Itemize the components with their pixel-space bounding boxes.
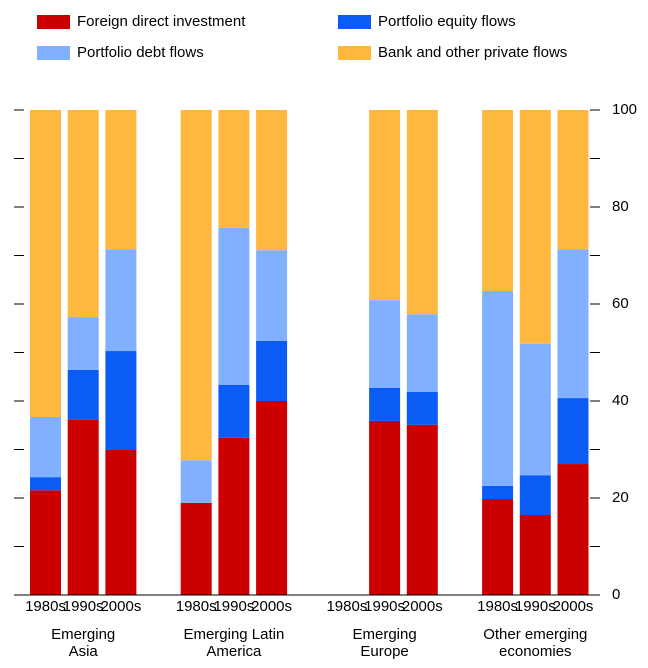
bar-segment: [557, 110, 589, 250]
bar-segment: [30, 417, 61, 478]
legend-label: Portfolio debt flows: [77, 44, 204, 61]
bar-segment: [30, 110, 61, 418]
legend-swatch: [338, 46, 371, 60]
x-tick-label: 1980s: [326, 598, 367, 615]
x-tick-label: 1980s: [477, 598, 518, 615]
bar-segment: [256, 250, 288, 341]
bar-segment: [105, 351, 137, 450]
y-tick-label: 40: [612, 392, 629, 409]
bar-segment: [519, 110, 551, 344]
x-tick-label: 1990s: [364, 598, 405, 615]
x-tick-label: 2000s: [100, 598, 141, 615]
bar-segment: [256, 401, 288, 595]
bar-segment: [218, 384, 250, 438]
bar-segment: [406, 424, 438, 595]
bar-segment: [482, 485, 514, 499]
bar-segment: [369, 300, 401, 388]
legend-swatch: [37, 46, 70, 60]
legend-swatch: [37, 15, 70, 29]
bar-segment: [180, 460, 212, 503]
bar-segment: [482, 290, 514, 486]
x-tick-label: 1990s: [213, 598, 254, 615]
x-tick-label: 1990s: [515, 598, 556, 615]
bar-segment: [406, 110, 438, 315]
bar-segment: [369, 110, 401, 301]
group-label: Emerging Latin America: [183, 626, 285, 660]
y-tick-label: 80: [612, 198, 629, 215]
x-tick-label: 2000s: [251, 598, 292, 615]
y-tick-label: 100: [612, 101, 637, 118]
bar-segment: [218, 437, 250, 595]
bar-segment: [105, 449, 137, 595]
bar-segment: [557, 398, 589, 465]
bar-segment: [67, 369, 99, 420]
legend-label: Portfolio equity flows: [378, 13, 516, 30]
x-tick-label: 1980s: [25, 598, 66, 615]
x-tick-label: 2000s: [402, 598, 443, 615]
y-tick-label: 20: [612, 489, 629, 506]
bar-segment: [67, 317, 99, 370]
x-tick-label: 2000s: [553, 598, 594, 615]
bar-segment: [218, 227, 250, 385]
bar-segment: [30, 477, 61, 491]
bar-segment: [369, 420, 401, 595]
bar-segment: [482, 110, 514, 291]
bar-segment: [519, 475, 551, 515]
bar-segment: [180, 110, 212, 461]
legend-label: Bank and other private flows: [378, 44, 567, 61]
group-label: Emerging Asia: [51, 626, 116, 660]
bar-segment: [369, 387, 401, 421]
bar-segment: [519, 514, 551, 595]
y-tick-label: 60: [612, 295, 629, 312]
bar-segment: [519, 343, 551, 476]
bar-segment: [30, 490, 61, 595]
bar-segment: [256, 110, 288, 251]
y-tick-label: 0: [612, 586, 620, 603]
bar-segment: [482, 498, 514, 595]
bar-segment: [67, 110, 99, 318]
bar-segment: [557, 464, 589, 595]
group-label: Emerging Europe: [352, 626, 417, 660]
bar-segment: [105, 249, 137, 352]
bar-segment: [67, 419, 99, 595]
legend-swatch: [338, 15, 371, 29]
bar-segment: [557, 249, 589, 399]
bar-segment: [406, 314, 438, 392]
bar-segment: [180, 502, 212, 595]
bar-segment: [218, 110, 250, 228]
x-tick-label: 1990s: [63, 598, 104, 615]
bar-segment: [406, 391, 438, 425]
bar-segment: [105, 110, 137, 250]
legend-label: Foreign direct investment: [77, 13, 246, 30]
x-tick-label: 1980s: [176, 598, 217, 615]
bar-segment: [256, 340, 288, 401]
group-label: Other emerging economies: [483, 626, 588, 660]
